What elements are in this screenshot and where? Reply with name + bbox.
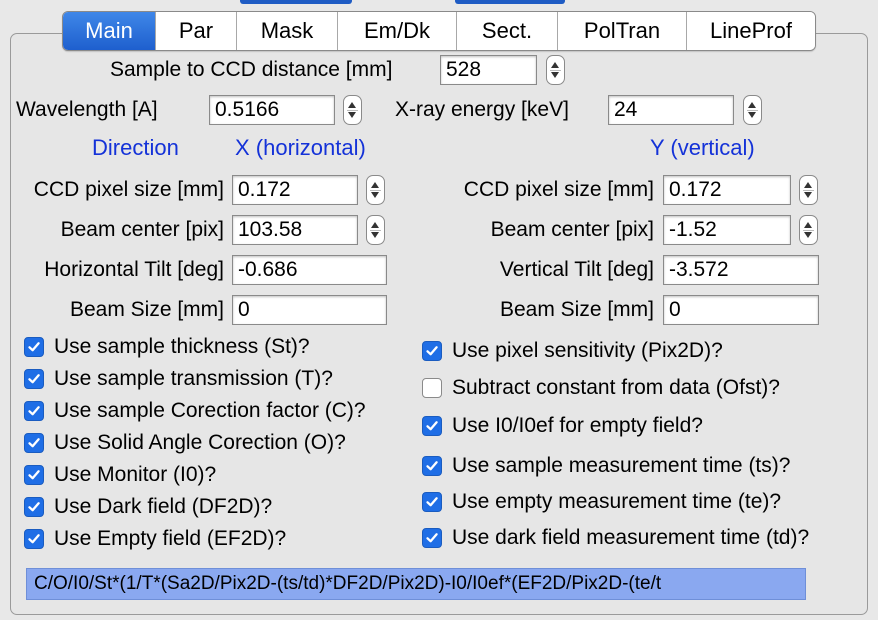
x-pixel-size-input[interactable]: 0.172 <box>232 175 358 205</box>
xray-energy-stepper[interactable] <box>743 95 762 125</box>
checkmark-icon <box>426 461 438 471</box>
checkbox-label: Subtract constant from data (Ofst)? <box>452 376 780 399</box>
x-beam-size-input[interactable]: 0 <box>232 295 387 325</box>
checkbox-box[interactable] <box>24 337 44 357</box>
direction-label: Direction <box>92 135 179 160</box>
y-beam-center-input[interactable]: -1.52 <box>663 215 791 245</box>
use-dark-field-measurement-time-checkbox[interactable]: Use dark field measurement time (td)? <box>422 523 809 553</box>
checkbox-box[interactable] <box>24 497 44 517</box>
checkbox-label: Use pixel sensitivity (Pix2D)? <box>452 339 723 362</box>
checkbox-box[interactable] <box>24 529 44 549</box>
checkbox-label: Use dark field measurement time (td)? <box>452 526 810 549</box>
use-empty-field-checkbox[interactable]: Use Empty field (EF2D)? <box>24 524 286 554</box>
use-sample-measurement-time-checkbox[interactable]: Use sample measurement time (ts)? <box>422 451 790 481</box>
checkmark-icon <box>28 438 40 448</box>
use-monitor-checkbox[interactable]: Use Monitor (I0)? <box>24 460 216 490</box>
x-beam-center-stepper[interactable] <box>366 215 385 245</box>
checkbox-box[interactable] <box>422 456 442 476</box>
wavelength-label: Wavelength [A] <box>16 98 158 121</box>
wavelength-stepper[interactable] <box>343 95 362 125</box>
checkbox-label: Use I0/I0ef for empty field? <box>452 414 703 437</box>
x-beam-size-label: Beam Size [mm] <box>69 298 224 321</box>
checkmark-icon <box>426 497 438 507</box>
y-pixel-size-input[interactable]: 0.172 <box>663 175 791 205</box>
tab-par[interactable]: Par <box>155 12 236 50</box>
checkmark-icon <box>28 406 40 416</box>
use-solid-angle-correction-checkbox[interactable]: Use Solid Angle Corection (O)? <box>24 428 346 458</box>
checkbox-box[interactable] <box>422 378 442 398</box>
horizontal-tilt-input[interactable]: -0.686 <box>232 255 387 285</box>
checkmark-icon <box>28 502 40 512</box>
checkbox-label: Use Empty field (EF2D)? <box>54 527 287 550</box>
checkbox-box[interactable] <box>24 369 44 389</box>
checkmark-icon <box>28 534 40 544</box>
checkbox-label: Use Solid Angle Corection (O)? <box>54 431 346 454</box>
y-beam-size-input[interactable]: 0 <box>663 295 819 325</box>
x-pixel-size-stepper[interactable] <box>366 175 385 205</box>
top-control-fragment <box>240 0 352 4</box>
checkmark-icon <box>426 533 438 543</box>
y-beam-size-label: Beam Size [mm] <box>499 298 654 321</box>
x-direction-label: X (horizontal) <box>235 135 366 160</box>
checkbox-label: Use Monitor (I0)? <box>54 463 217 486</box>
sample-distance-input[interactable]: 528 <box>440 55 537 85</box>
y-pixel-size-stepper[interactable] <box>799 175 818 205</box>
subtract-constant-checkbox[interactable]: Subtract constant from data (Ofst)? <box>422 373 780 403</box>
vertical-tilt-label: Vertical Tilt [deg] <box>499 258 654 281</box>
tab-em-dk[interactable]: Em/Dk <box>337 12 456 50</box>
checkbox-box[interactable] <box>422 528 442 548</box>
use-sample-transmission-checkbox[interactable]: Use sample transmission (T)? <box>24 364 333 394</box>
tab-lineprof[interactable]: LineProf <box>686 12 815 50</box>
tab-main[interactable]: Main <box>63 12 155 50</box>
checkmark-icon <box>426 421 438 431</box>
checkbox-box[interactable] <box>24 433 44 453</box>
x-pixel-size-label: CCD pixel size [mm] <box>33 178 224 201</box>
checkbox-box[interactable] <box>422 341 442 361</box>
sample-distance-label: Sample to CCD distance [mm] <box>110 58 393 81</box>
checkbox-box[interactable] <box>422 492 442 512</box>
checkmark-icon <box>28 342 40 352</box>
checkbox-box[interactable] <box>422 416 442 436</box>
checkmark-icon <box>426 346 438 356</box>
use-dark-field-checkbox[interactable]: Use Dark field (DF2D)? <box>24 492 272 522</box>
horizontal-tilt-label: Horizontal Tilt [deg] <box>44 258 224 281</box>
y-beam-center-label: Beam center [pix] <box>490 218 654 241</box>
checkbox-label: Use sample transmission (T)? <box>54 367 333 390</box>
checkbox-label: Use sample thickness (St)? <box>54 335 310 358</box>
checkbox-box[interactable] <box>24 465 44 485</box>
checkbox-label: Use sample measurement time (ts)? <box>452 454 791 477</box>
tab-sect[interactable]: Sect. <box>456 12 557 50</box>
x-beam-center-input[interactable]: 103.58 <box>232 215 358 245</box>
top-control-fragment <box>455 0 565 4</box>
y-direction-label: Y (vertical) <box>650 135 755 160</box>
tab-poltran[interactable]: PolTran <box>557 12 686 50</box>
checkmark-icon <box>28 374 40 384</box>
wavelength-input[interactable]: 0.5166 <box>209 95 335 125</box>
checkbox-label: Use empty measurement time (te)? <box>452 490 782 513</box>
checkbox-label: Use Dark field (DF2D)? <box>54 495 273 518</box>
use-pixel-sensitivity-checkbox[interactable]: Use pixel sensitivity (Pix2D)? <box>422 336 723 366</box>
use-empty-measurement-time-checkbox[interactable]: Use empty measurement time (te)? <box>422 487 781 517</box>
checkmark-icon <box>28 470 40 480</box>
x-beam-center-label: Beam center [pix] <box>60 218 224 241</box>
use-i0-i0ef-checkbox[interactable]: Use I0/I0ef for empty field? <box>422 411 703 441</box>
correction-formula: C/O/I0/St*(1/T*(Sa2D/Pix2D-(ts/td)*DF2D/… <box>26 568 806 600</box>
use-sample-thickness-checkbox[interactable]: Use sample thickness (St)? <box>24 332 310 362</box>
checkbox-box[interactable] <box>24 401 44 421</box>
y-pixel-size-label: CCD pixel size [mm] <box>463 178 654 201</box>
xray-energy-input[interactable]: 24 <box>608 95 734 125</box>
tab-bar: Main Par Mask Em/Dk Sect. PolTran LinePr… <box>62 11 816 51</box>
vertical-tilt-input[interactable]: -3.572 <box>663 255 819 285</box>
sample-distance-stepper[interactable] <box>546 55 565 85</box>
use-sample-correction-factor-checkbox[interactable]: Use sample Corection factor (C)? <box>24 396 366 426</box>
y-beam-center-stepper[interactable] <box>799 215 818 245</box>
xray-energy-label: X-ray energy [keV] <box>395 98 569 121</box>
tab-mask[interactable]: Mask <box>236 12 337 50</box>
checkbox-label: Use sample Corection factor (C)? <box>54 399 366 422</box>
